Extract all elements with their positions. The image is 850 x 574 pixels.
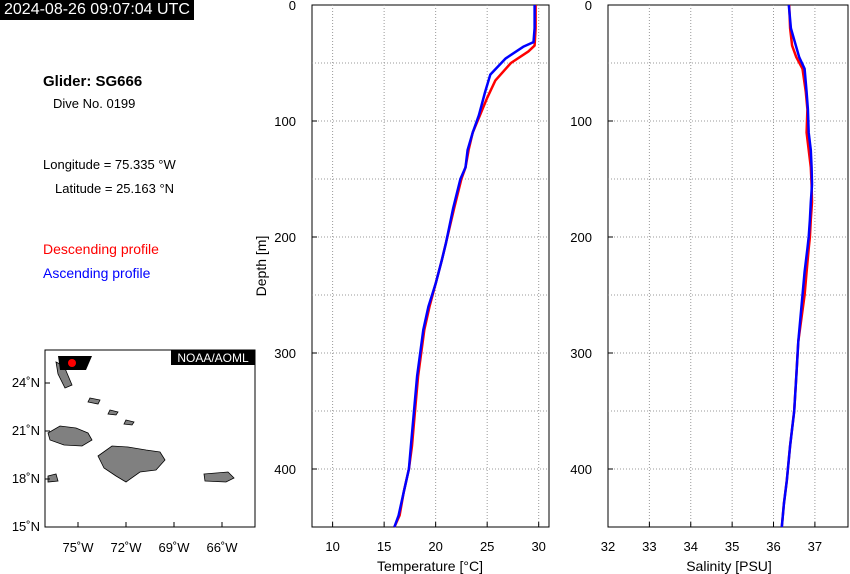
ascending-profile-line xyxy=(780,4,814,528)
x-tick-label: 34 xyxy=(684,539,698,554)
y-tick-label: 200 xyxy=(570,230,592,245)
temperature-y-ticks: 0 100 200 300 400 xyxy=(274,0,317,477)
map-lon-tick-label: 69˚W xyxy=(158,540,190,555)
longitude-readout: Longitude = 75.335 °W xyxy=(43,157,176,172)
map-lon-tick-label: 66˚W xyxy=(206,540,238,555)
map-lon-ticks: 75˚W 72˚W 69˚W 66˚W xyxy=(62,522,238,555)
bahamas-island xyxy=(107,409,119,416)
bahamas-island xyxy=(87,397,101,405)
x-tick-label: 37 xyxy=(808,539,822,554)
map-lat-tick-label: 18˚N xyxy=(12,471,40,486)
glider-name: Glider: SG666 xyxy=(43,73,143,90)
x-tick-label: 25 xyxy=(480,539,494,554)
puerto-rico-landmass xyxy=(203,471,235,483)
salinity-x-label: Salinity [PSU] xyxy=(686,558,772,574)
x-tick-label: 32 xyxy=(601,539,615,554)
cuba-landmass xyxy=(47,425,93,447)
x-tick-label: 20 xyxy=(428,539,442,554)
salinity-series xyxy=(780,4,814,528)
y-tick-label: 100 xyxy=(274,114,296,129)
ascending-profile-line xyxy=(393,5,536,528)
map-lat-ticks: 24˚N 21˚N 18˚N 15˚N xyxy=(12,375,50,534)
salinity-x-ticks: 32 33 34 35 36 37 xyxy=(601,522,822,554)
latitude-readout: Latitude = 25.163 °N xyxy=(55,181,175,196)
y-tick-label: 400 xyxy=(274,462,296,477)
temperature-x-ticks: 10 15 20 25 30 xyxy=(325,522,546,554)
descending-legend: Descending profile xyxy=(43,241,159,257)
y-tick-label: 400 xyxy=(570,462,592,477)
jamaica-landmass xyxy=(47,473,59,483)
temperature-plot: 10 15 20 25 30 0 100 200 300 400 Temperature [°C… xyxy=(253,0,550,574)
x-tick-label: 10 xyxy=(325,539,339,554)
hispaniola-landmass xyxy=(97,445,166,483)
x-tick-label: 35 xyxy=(725,539,739,554)
y-tick-label: 200 xyxy=(274,230,296,245)
map-lon-tick-label: 75˚W xyxy=(62,540,94,555)
x-tick-label: 36 xyxy=(766,539,780,554)
location-map: NOAA/AOML 24˚N 21˚N 18˚N 15˚N 75˚W 72˚W 69˚W 6… xyxy=(12,349,256,555)
map-lat-tick-label: 24˚N xyxy=(12,375,40,390)
depth-y-label: Depth [m] xyxy=(253,236,269,297)
map-credit: NOAA/AOML xyxy=(177,351,249,365)
descending-profile-line xyxy=(393,5,537,528)
map-lon-tick-label: 72˚W xyxy=(110,540,142,555)
timestamp-label: 2024-08-26 09:07:04 UTC xyxy=(0,0,194,20)
temperature-grid xyxy=(312,5,549,527)
salinity-y-ticks: 0 100 200 300 400 xyxy=(570,0,613,477)
descending-profile-line xyxy=(780,4,814,528)
y-tick-label: 100 xyxy=(570,114,592,129)
glider-position-dot xyxy=(68,359,76,367)
map-land xyxy=(47,361,235,483)
y-tick-label: 300 xyxy=(570,346,592,361)
temperature-series xyxy=(393,5,537,528)
temperature-plot-frame xyxy=(311,4,550,528)
salinity-plot: 32 33 34 35 36 37 0 100 200 300 400 Salinity [PSU… xyxy=(570,0,849,574)
turks-caicos-island xyxy=(123,419,135,426)
dive-number: Dive No. 0199 xyxy=(53,96,136,111)
salinity-grid xyxy=(608,5,848,527)
y-tick-label: 0 xyxy=(289,0,296,13)
y-tick-label: 0 xyxy=(585,0,592,13)
y-tick-label: 300 xyxy=(274,346,296,361)
glider-marker xyxy=(58,356,92,370)
map-credit-box xyxy=(171,350,255,365)
x-tick-label: 33 xyxy=(642,539,656,554)
ascending-legend: Ascending profile xyxy=(43,265,151,281)
map-lat-tick-label: 21˚N xyxy=(12,423,40,438)
salinity-plot-frame xyxy=(607,4,849,528)
x-tick-label: 30 xyxy=(531,539,545,554)
temperature-x-label: Temperature [°C] xyxy=(377,558,483,574)
map-lat-tick-label: 15˚N xyxy=(12,519,40,534)
x-tick-label: 15 xyxy=(377,539,391,554)
